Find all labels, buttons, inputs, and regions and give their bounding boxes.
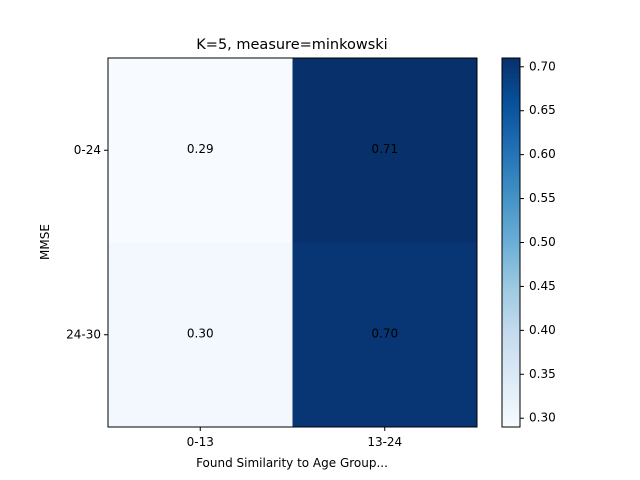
- x-tick-label: 13-24: [367, 435, 402, 449]
- colorbar: [501, 57, 521, 428]
- colorbar-tick-label: 0.60: [529, 147, 556, 161]
- y-tick-label: 24-30: [66, 327, 101, 341]
- cell-value-label: 0.71: [371, 142, 398, 156]
- colorbar-tick-label: 0.40: [529, 323, 556, 337]
- chart-title: K=5, measure=minkowski: [196, 37, 387, 53]
- cell-value-label: 0.70: [371, 326, 398, 340]
- y-tick-label: 0-24: [74, 143, 101, 157]
- colorbar-tick-label: 0.35: [529, 367, 556, 381]
- heatmap-cells: 0.29 0.71 0.30 0.70: [108, 58, 478, 428]
- colorbar-tick-label: 0.65: [529, 103, 556, 117]
- y-axis-label: MMSE: [38, 224, 52, 260]
- heatmap-cell: [292, 242, 478, 428]
- x-tick-label: 0-13: [187, 435, 214, 449]
- y-axis-ticks: 0-24 24-30: [66, 143, 108, 341]
- heatmap-cell: [292, 58, 478, 243]
- x-axis-ticks: 0-13 13-24: [187, 427, 402, 449]
- plot-frame: [107, 57, 478, 428]
- colorbar-tick-label: 0.50: [529, 235, 556, 249]
- cell-value-label: 0.30: [187, 326, 214, 340]
- heatmap-cell: [108, 58, 293, 243]
- colorbar-tick-label: 0.55: [529, 191, 556, 205]
- colorbar-tick-label: 0.70: [529, 59, 556, 73]
- x-axis-label: Found Similarity to Age Group...: [196, 456, 388, 470]
- colorbar-tick-label: 0.45: [529, 279, 556, 293]
- colorbar-ticks: 0.30 0.35 0.40 0.45 0.50 0.55 0.60 0.65 0.70: [520, 59, 556, 425]
- heatmap-cell: [108, 242, 293, 428]
- colorbar-tick-label: 0.30: [529, 411, 556, 425]
- cell-value-label: 0.29: [187, 142, 214, 156]
